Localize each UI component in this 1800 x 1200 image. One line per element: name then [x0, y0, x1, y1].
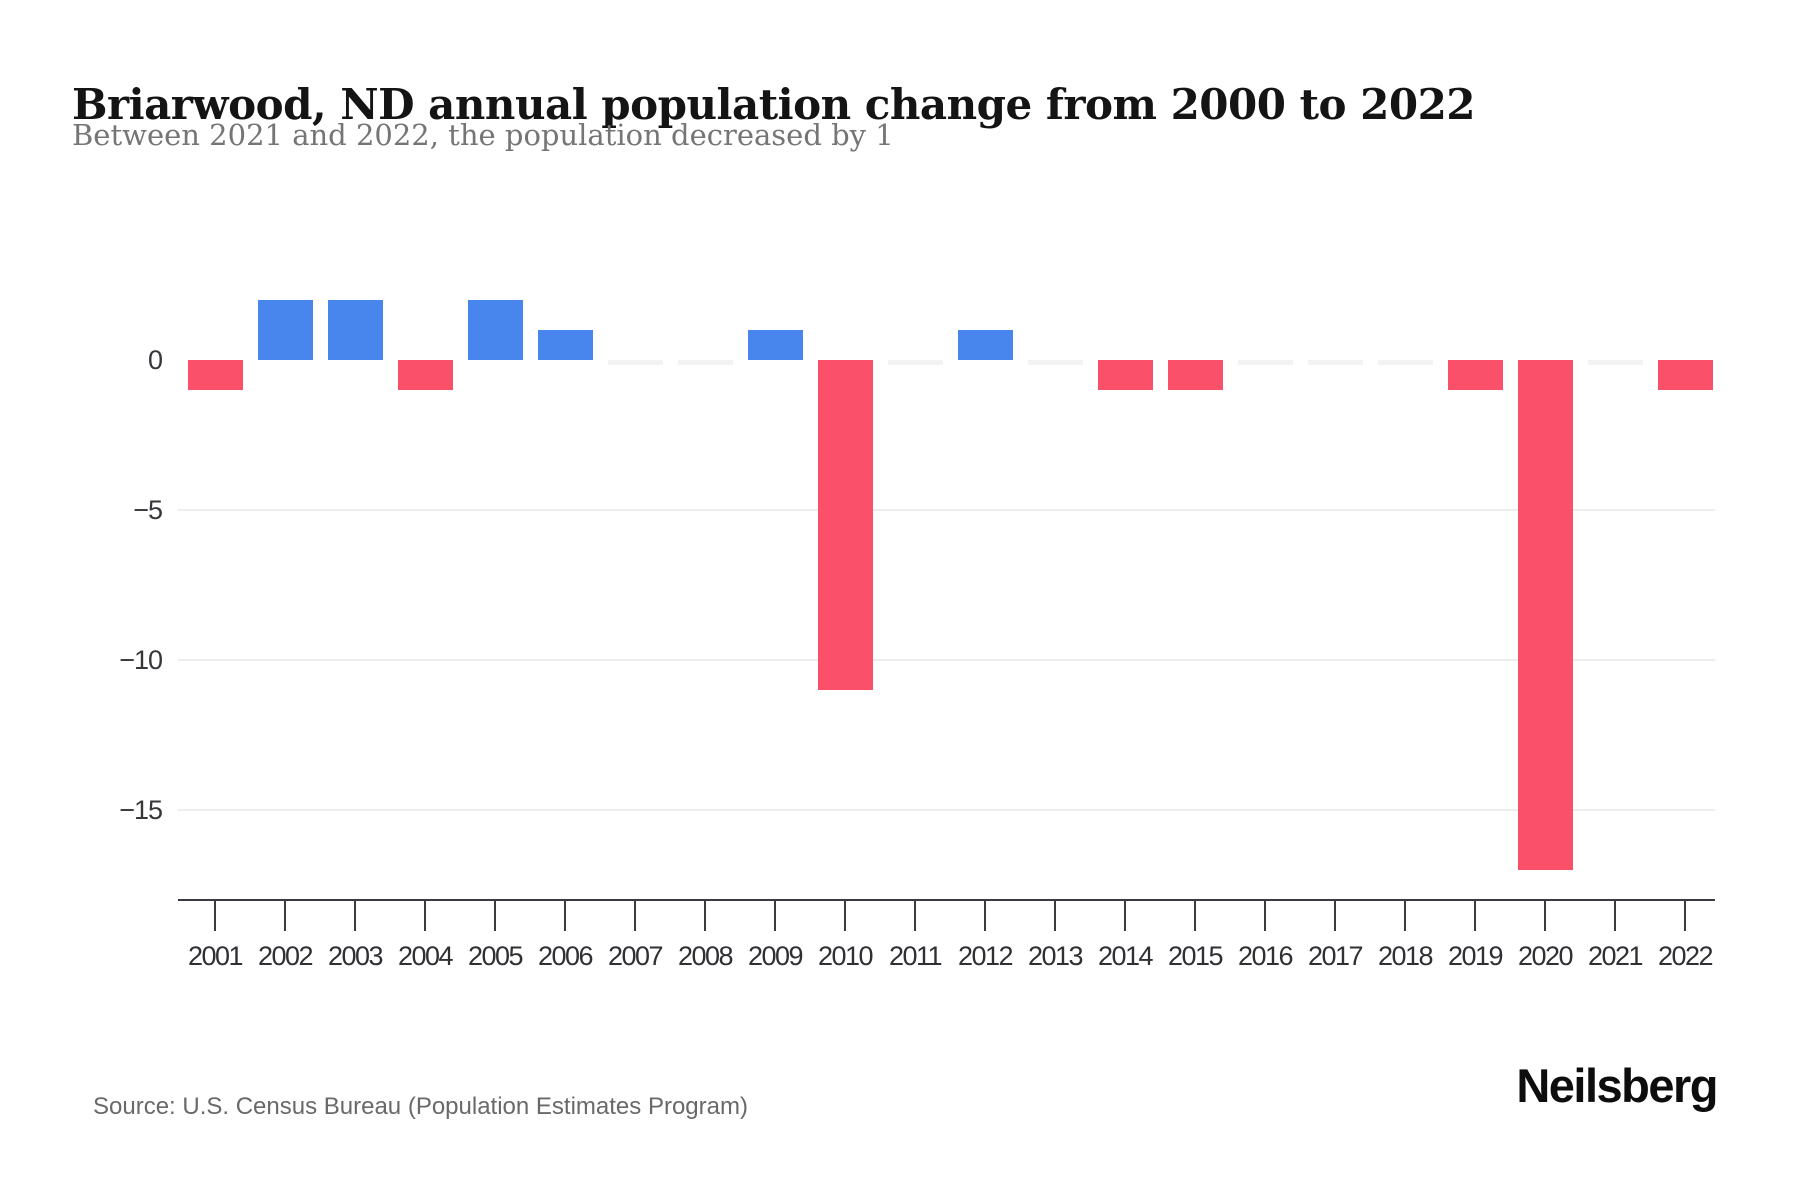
bar-2019 — [1447, 360, 1503, 390]
zero-bar-2016 — [1237, 360, 1293, 365]
x-tick-2018 — [1404, 899, 1406, 931]
x-tick-2015 — [1194, 899, 1196, 931]
bar-2002 — [257, 300, 313, 360]
x-tick-label: 2011 — [888, 941, 943, 971]
y-tick-label: −5 — [133, 495, 163, 525]
x-tick-label: 2010 — [817, 941, 874, 971]
brand-logo: Neilsberg — [1516, 1059, 1718, 1112]
x-tick-label: 2005 — [467, 941, 524, 971]
x-axis-line — [178, 899, 1715, 901]
bar-2010 — [817, 360, 873, 690]
x-tick-2017 — [1334, 899, 1336, 931]
x-tick-label: 2018 — [1377, 941, 1434, 971]
x-tick-label: 2013 — [1027, 941, 1084, 971]
x-tick-label: 2001 — [187, 941, 244, 971]
x-tick-label: 2021 — [1587, 941, 1644, 971]
x-tick-2020 — [1544, 899, 1546, 931]
x-tick-2012 — [984, 899, 986, 931]
x-tick-label: 2007 — [607, 941, 664, 971]
x-tick-2003 — [354, 899, 356, 931]
bar-2006 — [537, 330, 593, 360]
x-tick-label: 2012 — [957, 941, 1014, 971]
bar-2015 — [1167, 360, 1223, 390]
x-tick-2013 — [1054, 899, 1056, 931]
x-tick-label: 2016 — [1237, 941, 1294, 971]
y-tick-label: 0 — [147, 345, 163, 375]
x-tick-2019 — [1474, 899, 1476, 931]
x-tick-2014 — [1124, 899, 1126, 931]
zero-bar-2021 — [1587, 360, 1643, 365]
y-tick-label: −10 — [119, 645, 163, 675]
x-tick-2004 — [424, 899, 426, 931]
x-tick-2001 — [214, 899, 216, 931]
page-title: Briarwood, ND annual population change f… — [72, 80, 1476, 130]
x-tick-label: 2017 — [1307, 941, 1364, 971]
bar-2009 — [747, 330, 803, 360]
bar-2020 — [1517, 360, 1573, 870]
y-tick-label: −15 — [119, 795, 163, 825]
bar-2022 — [1657, 360, 1713, 390]
x-tick-2011 — [914, 899, 916, 931]
x-tick-label: 2015 — [1167, 941, 1224, 971]
x-tick-2006 — [564, 899, 566, 931]
zero-bar-2017 — [1307, 360, 1363, 365]
x-tick-label: 2008 — [677, 941, 734, 971]
bar-2014 — [1097, 360, 1153, 390]
x-tick-label: 2014 — [1097, 941, 1154, 971]
x-tick-2010 — [844, 899, 846, 931]
x-tick-2002 — [284, 899, 286, 931]
x-tick-2016 — [1264, 899, 1266, 931]
x-tick-2021 — [1614, 899, 1616, 931]
zero-bar-2018 — [1377, 360, 1433, 365]
zero-bar-2008 — [677, 360, 733, 365]
x-tick-label: 2019 — [1447, 941, 1504, 971]
source-note: Source: U.S. Census Bureau (Population E… — [93, 1093, 748, 1120]
zero-bar-2011 — [887, 360, 943, 365]
x-tick-label: 2022 — [1657, 941, 1714, 971]
x-tick-label: 2004 — [397, 941, 454, 971]
bar-2003 — [327, 300, 383, 360]
x-tick-label: 2003 — [327, 941, 384, 971]
x-tick-label: 2002 — [257, 941, 314, 971]
page-subtitle: Between 2021 and 2022, the population de… — [72, 118, 894, 152]
x-tick-2009 — [774, 899, 776, 931]
gridline-y-10 — [178, 659, 1715, 661]
bar-2012 — [957, 330, 1013, 360]
x-tick-label: 2020 — [1517, 941, 1574, 971]
gridline-y-15 — [178, 809, 1715, 811]
bar-2001 — [187, 360, 243, 390]
x-tick-2005 — [494, 899, 496, 931]
gridline-y-5 — [178, 509, 1715, 511]
bar-2004 — [397, 360, 453, 390]
x-tick-2022 — [1684, 899, 1686, 931]
zero-bar-2007 — [607, 360, 663, 365]
bar-2005 — [467, 300, 523, 360]
x-tick-2008 — [704, 899, 706, 931]
x-tick-label: 2006 — [537, 941, 594, 971]
x-tick-2007 — [634, 899, 636, 931]
zero-bar-2013 — [1027, 360, 1083, 365]
x-tick-label: 2009 — [747, 941, 804, 971]
